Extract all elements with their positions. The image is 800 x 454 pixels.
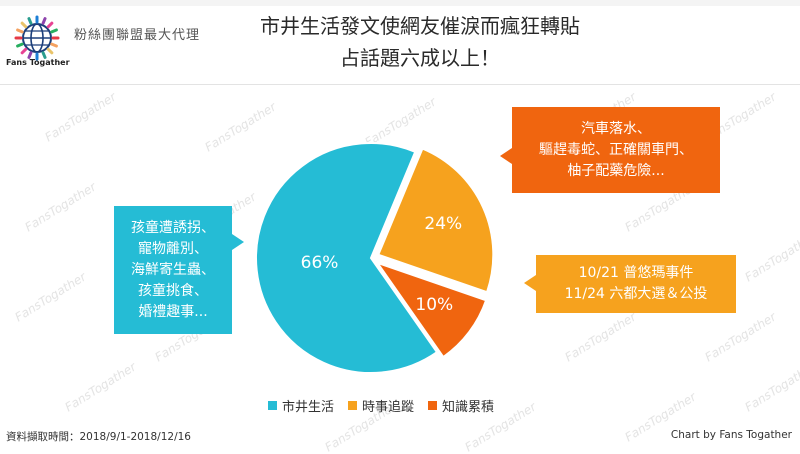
legend-item: 市井生活 xyxy=(268,396,334,415)
annotation-line: 11/24 六都大選＆公投 xyxy=(564,286,708,302)
data-source-note: 資料擷取時間：2018/9/1-2018/12/16 xyxy=(6,431,191,443)
legend-swatch xyxy=(428,401,438,410)
annotation-line: 孩童挑食、 xyxy=(138,282,208,299)
header-area xyxy=(0,6,800,84)
callout-pointer xyxy=(524,275,536,291)
annotation-line: 寵物離別、 xyxy=(138,240,208,257)
callout-pointer xyxy=(232,234,244,250)
logo-caption: Fans Togather xyxy=(6,58,70,67)
legend-swatch xyxy=(348,401,358,410)
header-divider xyxy=(0,84,800,85)
legend-label: 時事追蹤 xyxy=(362,400,415,415)
pie-slice xyxy=(376,147,495,294)
legend-label: 市井生活 xyxy=(282,400,335,415)
annotation-callout: 汽車落水、驅趕毒蛇、正確關車門、 柚子配藥危險... xyxy=(512,107,720,193)
annotation-line: 10/21 普悠瑪事件 xyxy=(578,265,694,281)
brand-text: 粉絲團聯盟最大代理 xyxy=(74,28,201,43)
chart-credit: Chart by Fans Togather xyxy=(670,429,792,441)
legend-swatch xyxy=(268,401,277,410)
legend-item: 時事追蹤 xyxy=(348,396,414,415)
annotation-line: 婚禮趣事... xyxy=(138,303,208,320)
chart-title-line-1: 市井生活發文使網友催淚而瘋狂轉貼 xyxy=(260,14,580,38)
annotation-line: 柚子配藥危險... xyxy=(567,162,665,179)
pie-slice xyxy=(374,260,488,359)
top-bar xyxy=(0,0,800,7)
legend-label: 知識累積 xyxy=(442,400,495,415)
pie-slice-label: 24% xyxy=(424,214,463,235)
chart-title: 市井生活發文使網友催淚而瘋狂轉貼 占話題六成以上！ xyxy=(200,10,640,74)
fans-togather-logo-icon xyxy=(14,15,60,61)
annotation-line: 驅趕毒蛇、正確關車門、 xyxy=(539,141,693,158)
annotation-line: 海鮮寄生蟲、 xyxy=(131,261,215,278)
pie-slice xyxy=(255,142,439,374)
pie-slice-label: 10% xyxy=(415,294,454,315)
annotation-line: 汽車落水、 xyxy=(581,120,651,137)
annotation-callout: 孩童遭誘拐、 寵物離別、海鮮寄生蟲、 孩童挑食、婚禮趣事... xyxy=(114,206,232,334)
legend: 市井生活 時事追蹤 知識累積 xyxy=(268,396,494,415)
annotation-line: 孩童遭誘拐、 xyxy=(131,219,215,236)
chart-title-line-2: 占話題六成以上！ xyxy=(340,46,500,70)
pie-slice-label: 66% xyxy=(300,252,339,273)
callout-pointer xyxy=(500,148,512,164)
legend-item: 知識累積 xyxy=(428,396,494,415)
annotation-callout: 10/21 普悠瑪事件 11/24 六都大選＆公投 xyxy=(536,255,736,313)
